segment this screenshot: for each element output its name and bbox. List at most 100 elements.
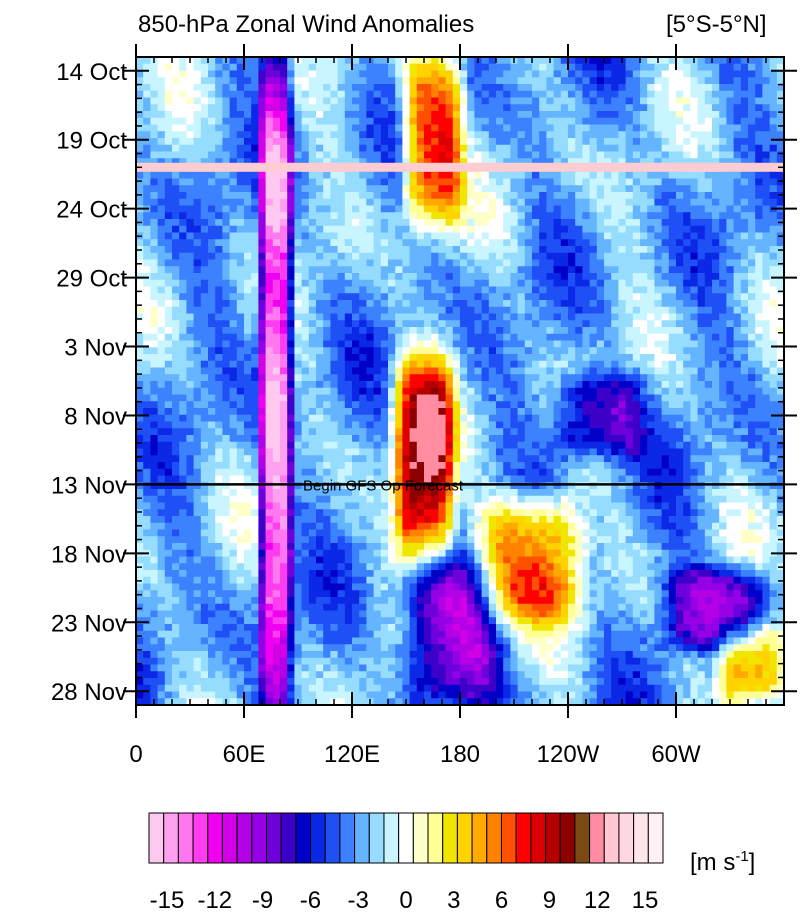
field-cell (186, 367, 195, 375)
field-cell (208, 266, 216, 274)
field-cell (431, 90, 439, 99)
field-cell (236, 178, 245, 186)
field-cell (416, 57, 425, 65)
field-cell (719, 138, 727, 146)
field-cell (316, 340, 324, 348)
field-cell (618, 293, 627, 301)
field-cell (308, 124, 317, 132)
field-cell (373, 428, 382, 436)
field-cell (280, 84, 288, 92)
field-cell (611, 367, 619, 375)
field-cell (157, 367, 166, 375)
field-cell (409, 259, 418, 267)
field-cell (395, 293, 403, 301)
field-cell (640, 84, 648, 92)
field-cell (330, 131, 339, 139)
field-cell (546, 327, 555, 335)
field-cell (704, 300, 713, 308)
field-cell (352, 279, 360, 288)
field-cell (632, 252, 641, 261)
field-cell (740, 77, 749, 85)
field-cell (481, 347, 490, 355)
field-cell (222, 192, 231, 200)
field-cell (337, 144, 346, 153)
field-cell (308, 90, 317, 99)
field-cell (344, 354, 353, 362)
field-cell (294, 266, 303, 274)
field-cell (337, 387, 346, 396)
field-cell (366, 313, 375, 321)
field-cell (416, 219, 425, 227)
field-cell (157, 320, 166, 328)
field-cell (769, 266, 778, 274)
field-cell (438, 104, 447, 112)
field-cell (236, 90, 245, 99)
field-cell (294, 77, 303, 85)
field-cell (539, 219, 547, 227)
field-cell (560, 293, 569, 301)
field-cell (251, 124, 259, 132)
field-cell (467, 138, 475, 146)
field-cell (402, 347, 411, 355)
field-cell (388, 131, 396, 139)
field-cell (539, 70, 547, 78)
field-cell (150, 394, 159, 402)
field-cell (323, 279, 331, 288)
field-cell (532, 408, 540, 416)
field-cell (244, 259, 252, 267)
field-cell (208, 327, 216, 335)
field-cell (344, 394, 353, 402)
field-cell (488, 401, 497, 409)
field-cell (510, 340, 519, 348)
field-cell (474, 70, 483, 78)
field-cell (640, 401, 648, 409)
field-cell (337, 273, 346, 281)
field-cell (539, 313, 547, 321)
field-cell (589, 158, 598, 166)
field-cell (661, 185, 670, 193)
field-cell (690, 192, 699, 200)
field-cell (143, 104, 151, 112)
field-cell (301, 421, 310, 429)
field-cell (589, 151, 598, 159)
field-cell (222, 131, 231, 139)
field-cell (136, 313, 144, 321)
field-cell (647, 225, 655, 234)
field-cell (186, 178, 195, 186)
field-cell (654, 252, 663, 261)
field-cell (416, 90, 425, 99)
field-cell (179, 205, 187, 213)
field-cell (618, 97, 627, 105)
field-cell (424, 171, 432, 180)
field-cell (445, 401, 454, 409)
field-cell (222, 320, 231, 328)
field-cell (712, 219, 720, 227)
field-cell (359, 138, 367, 146)
field-cell (647, 97, 655, 105)
field-cell (568, 279, 576, 288)
field-cell (755, 374, 763, 382)
field-cell (244, 84, 252, 92)
field-cell (294, 252, 303, 261)
field-cell (647, 205, 655, 213)
field-cell (409, 77, 418, 85)
field-cell (352, 212, 360, 220)
field-cell (280, 340, 288, 348)
field-cell (445, 158, 454, 166)
field-cell (424, 205, 432, 213)
field-cell (625, 151, 634, 159)
field-cell (467, 63, 475, 72)
field-cell (157, 394, 166, 402)
field-cell (388, 239, 396, 247)
field-cell (179, 414, 187, 423)
field-cell (712, 90, 720, 99)
field-cell (582, 90, 591, 99)
field-cell (467, 239, 475, 247)
field-cell (193, 144, 202, 153)
field-cell (510, 232, 519, 240)
field-cell (524, 138, 533, 146)
field-cell (193, 158, 202, 166)
field-cell (222, 219, 231, 227)
field-cell (215, 70, 223, 78)
field-cell (733, 144, 742, 153)
